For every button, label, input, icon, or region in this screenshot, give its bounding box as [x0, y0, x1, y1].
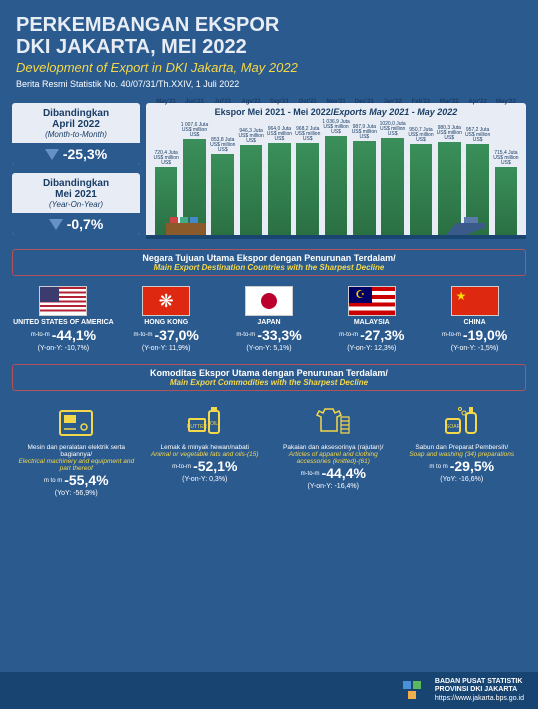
commodity-item: Pakaian dan aksesorinya (rajutan)/Articl…: [269, 403, 398, 498]
country-item: HONG KONG m-to-m-37,0% (Y-on-Y: 11,9%): [115, 286, 218, 352]
machine-icon: [54, 403, 98, 441]
meta-text: Berita Resmi Statistik No. 40/07/31/Th.X…: [16, 79, 522, 89]
compare-mtom-box: Dibandingkan April 2022 (Month-to-Month)…: [12, 103, 140, 165]
compare-boxes: Dibandingkan April 2022 (Month-to-Month)…: [12, 103, 140, 239]
svg-text:SOAP: SOAP: [446, 424, 461, 430]
down-arrow-icon: [45, 149, 59, 160]
country-item: UNITED STATES OF AMERICA m-to-m-44,1% (Y…: [12, 286, 115, 352]
commodity-item: Mesin dan peralatan elektrik serta bagia…: [12, 403, 141, 498]
title-line2: DKI JAKARTA, MEI 2022: [16, 36, 522, 58]
oil-icon: BUTTEROIL: [183, 403, 227, 441]
commodity-item: BUTTEROIL Lemak & minyak hewan/nabatiAni…: [141, 403, 270, 498]
commodities-banner: Komoditas Ekspor Utama dengan Penurunan …: [12, 364, 526, 391]
apparel-icon: [311, 403, 355, 441]
footer: BADAN PUSAT STATISTIK PROVINSI DKI JAKAR…: [0, 672, 538, 709]
down-arrow-icon: [49, 219, 63, 230]
countries-row: UNITED STATES OF AMERICA m-to-m-44,1% (Y…: [0, 282, 538, 354]
compare-yoy-box: Dibandingkan Mei 2021 (Year-On-Year) -0,…: [12, 173, 140, 235]
ship-decoration: [146, 213, 526, 239]
chart-title: Ekspor Mei 2021 - Mei 2022/Exports May 2…: [152, 107, 520, 117]
yoy-value: -0,7%: [12, 213, 140, 235]
commodity-item: SOAP Sabun dan Preparat Pembersih/Soap a…: [398, 403, 527, 498]
footer-text: BADAN PUSAT STATISTIK PROVINSI DKI JAKAR…: [435, 678, 524, 703]
bps-logo-icon: [401, 679, 427, 701]
svg-text:BUTTER: BUTTER: [187, 424, 207, 430]
country-item: MALAYSIA m-to-m-27,3% (Y-on-Y: 12,3%): [320, 286, 423, 352]
countries-banner: Negara Tujuan Utama Ekspor dengan Penuru…: [12, 249, 526, 276]
flag-jp-icon: [245, 286, 293, 316]
commodities-row: Mesin dan peralatan elektrik serta bagia…: [0, 397, 538, 500]
flag-my-icon: [348, 286, 396, 316]
flag-cn-icon: [451, 286, 499, 316]
mtom-value: -25,3%: [12, 143, 140, 165]
country-item: JAPAN m-to-m-33,3% (Y-on-Y: 5,1%): [218, 286, 321, 352]
country-item: CHINA m-to-m-19,0% (Y-on-Y: -1,5%): [423, 286, 526, 352]
top-section: Dibandingkan April 2022 (Month-to-Month)…: [0, 103, 538, 239]
title-line1: PERKEMBANGAN EKSPOR: [16, 14, 522, 36]
soap-icon: SOAP: [440, 403, 484, 441]
subtitle: Development of Export in DKI Jakarta, Ma…: [16, 60, 522, 75]
header: PERKEMBANGAN EKSPOR DKI JAKARTA, MEI 202…: [0, 0, 538, 97]
flag-usa-icon: [39, 286, 87, 316]
svg-text:OIL: OIL: [210, 421, 218, 427]
flag-hk-icon: [142, 286, 190, 316]
bar-chart: Ekspor Mei 2021 - Mei 2022/Exports May 2…: [146, 103, 526, 239]
